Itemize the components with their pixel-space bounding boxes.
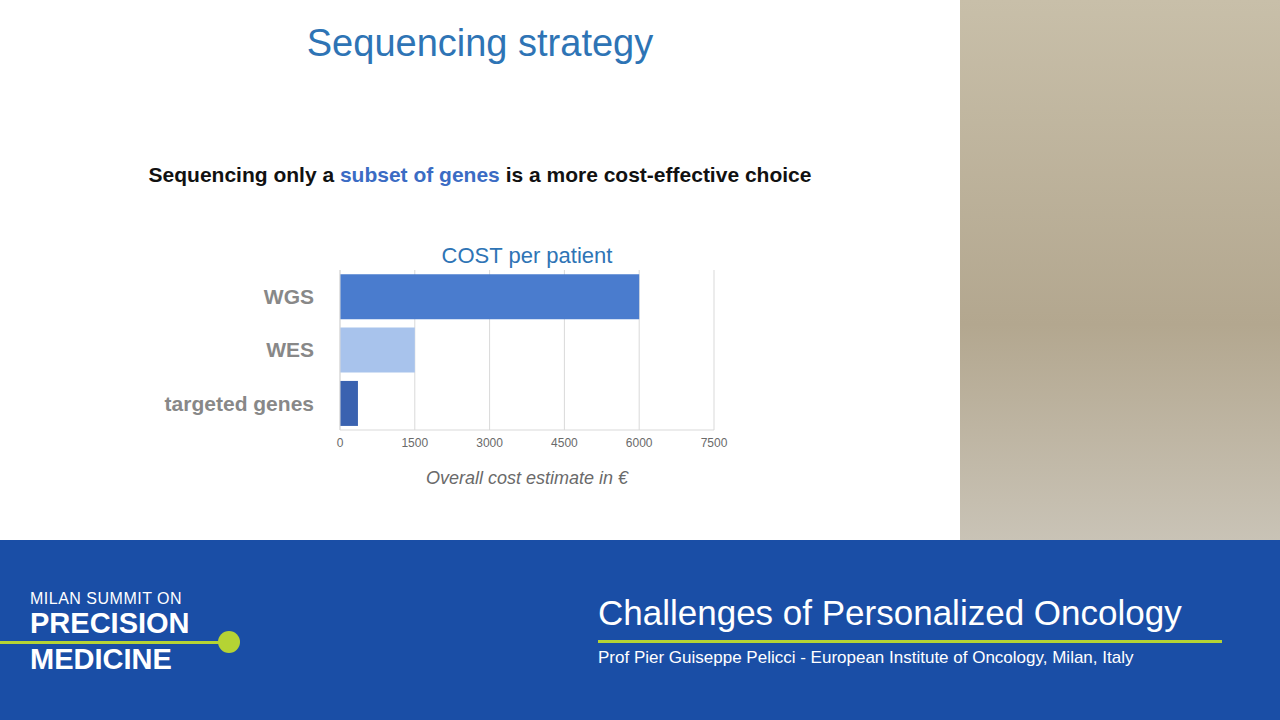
svg-text:Overall cost estimate in €: Overall cost estimate in € xyxy=(426,468,629,488)
html-text:Prof Pier Guiseppe Pelicci - E: Prof Pier Guiseppe Pelicci - European In… xyxy=(598,648,1134,667)
svg-text:3000: 3000 xyxy=(476,436,503,450)
svg-text:4500: 4500 xyxy=(551,436,578,450)
html-text:MEDICINE: MEDICINE xyxy=(30,643,172,675)
html-text:Challenges of Personalized Onc: Challenges of Personalized Oncology xyxy=(598,593,1182,632)
svg-text:7500: 7500 xyxy=(701,436,728,450)
svg-text:0: 0 xyxy=(337,436,344,450)
html-text:Sequencing strategy: Sequencing strategy xyxy=(306,22,654,64)
html-text:Sequencing only a subset of ge: Sequencing only a subset of genes is a m… xyxy=(148,163,812,186)
html-text:PRECISION: PRECISION xyxy=(30,607,190,639)
html-text:COST per patient: COST per patient xyxy=(441,243,613,268)
svg-text:6000: 6000 xyxy=(626,436,653,450)
svg-text:1500: 1500 xyxy=(401,436,428,450)
svg-text:WGS: WGS xyxy=(264,285,314,308)
html-text:MILAN SUMMIT ON: MILAN SUMMIT ON xyxy=(30,590,183,607)
svg-text:WES: WES xyxy=(266,338,314,361)
svg-text:targeted genes: targeted genes xyxy=(165,392,314,415)
